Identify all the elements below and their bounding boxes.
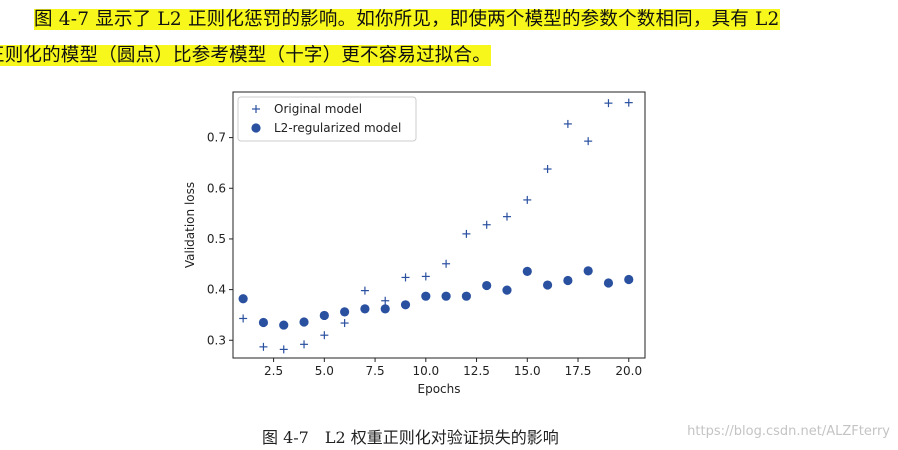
highlighted-text-2: 正则化的模型（圆点）比参考模型（十字）更不容易过拟合。: [0, 45, 491, 66]
y-axis-label: Validation loss: [183, 182, 197, 268]
legend-label-original: Original model: [274, 102, 362, 116]
original-model-point: [482, 220, 491, 229]
paragraph-line-2: 正则化的模型（圆点）比参考模型（十字）更不容易过拟合。: [0, 38, 898, 74]
original-model-point: [563, 119, 572, 128]
l2-regularized-model-point: [502, 285, 512, 295]
l2-regularized-model-point: [563, 275, 573, 286]
validation-loss-chart: 2.5 5.0 7.5 10.0 12.5 15.0 17.5 20.0 0.3 0.4 0.5 0.…: [183, 91, 646, 396]
y-tick-label: 0.3: [207, 333, 226, 347]
l2-regularized-model-point: [441, 291, 451, 301]
l2-regularized-model-point: [400, 300, 411, 310]
original-model-point: [279, 345, 288, 354]
highlighted-text-1: 图 4-7 显示了 L2 正则化惩罚的影响。如你所见，即使两个模型的参数个数相同…: [34, 9, 780, 30]
original-model-point: [401, 273, 410, 282]
original-model-point: [502, 212, 511, 221]
legend-box: [237, 96, 417, 142]
original-model-point: [543, 165, 552, 174]
original-model-point: [340, 319, 349, 328]
l2-regularized-model-point: [319, 310, 329, 321]
watermark: https://blog.csdn.net/ALZFterry: [687, 424, 890, 439]
l2-regularized-model-point: [340, 307, 350, 317]
x-tick-label: 12.5: [463, 364, 490, 378]
original-model-point: [523, 195, 532, 204]
original-model-point: [624, 98, 633, 107]
x-tick-label: 20.0: [615, 364, 642, 378]
original-model-point: [381, 296, 390, 305]
original-model-point: [360, 286, 369, 295]
paragraph: 图 4-7 显示了 L2 正则化惩罚的影响。如你所见，即使两个模型的参数个数相同…: [0, 2, 898, 74]
figure-caption: 图 4-7 L2 权重正则化对验证损失的影响: [262, 428, 559, 447]
original-model-point: [462, 229, 471, 238]
l2-regularized-model-point: [624, 274, 634, 285]
l2-regularized-model-point: [603, 278, 614, 288]
original-model-point: [421, 272, 430, 281]
original-model-point: [442, 259, 451, 268]
paragraph-line-1: 图 4-7 显示了 L2 正则化惩罚的影响。如你所见，即使两个模型的参数个数相同…: [0, 2, 898, 38]
original-model-point: [584, 137, 593, 146]
y-tick-label: 0.7: [207, 131, 226, 145]
l2-regularized-model-point: [360, 304, 370, 314]
l2-regularized-model-point: [461, 291, 471, 301]
l2-regularized-model-point: [258, 317, 269, 328]
original-model-point: [300, 340, 309, 349]
l2-regularized-model-point: [542, 280, 553, 290]
l2-regularized-model-point: [522, 266, 532, 276]
legend-circle-marker: [251, 123, 261, 133]
x-tick-label: 17.5: [565, 364, 592, 378]
l2-regularized-model-point: [380, 304, 390, 314]
l2-regularized-model-point: [238, 294, 248, 304]
l2-regularized-model-point: [279, 320, 289, 330]
x-tick-label: 10.0: [412, 364, 439, 378]
l2-regularized-model-point: [421, 291, 431, 301]
original-model-point: [604, 99, 613, 108]
y-tick-label: 0.6: [207, 181, 226, 195]
y-tick-label: 0.5: [207, 232, 226, 246]
x-tick-label: 7.5: [366, 364, 385, 378]
original-model-point: [320, 331, 329, 340]
x-tick-label: 5.0: [315, 364, 334, 378]
x-axis-label: Epochs: [418, 382, 461, 396]
x-tick-label: 2.5: [264, 364, 283, 378]
plot-frame: [232, 91, 646, 359]
l2-regularized-model-point: [299, 317, 309, 327]
legend-plus-marker: [252, 105, 260, 113]
original-model-point: [239, 314, 248, 323]
x-tick-label: 15.0: [514, 364, 541, 378]
original-model-point: [259, 342, 268, 351]
y-tick-label: 0.4: [207, 283, 226, 297]
legend-label-l2: L2-regularized model: [274, 121, 401, 135]
l2-regularized-model-point: [583, 266, 593, 276]
l2-regularized-model-point: [482, 280, 492, 291]
